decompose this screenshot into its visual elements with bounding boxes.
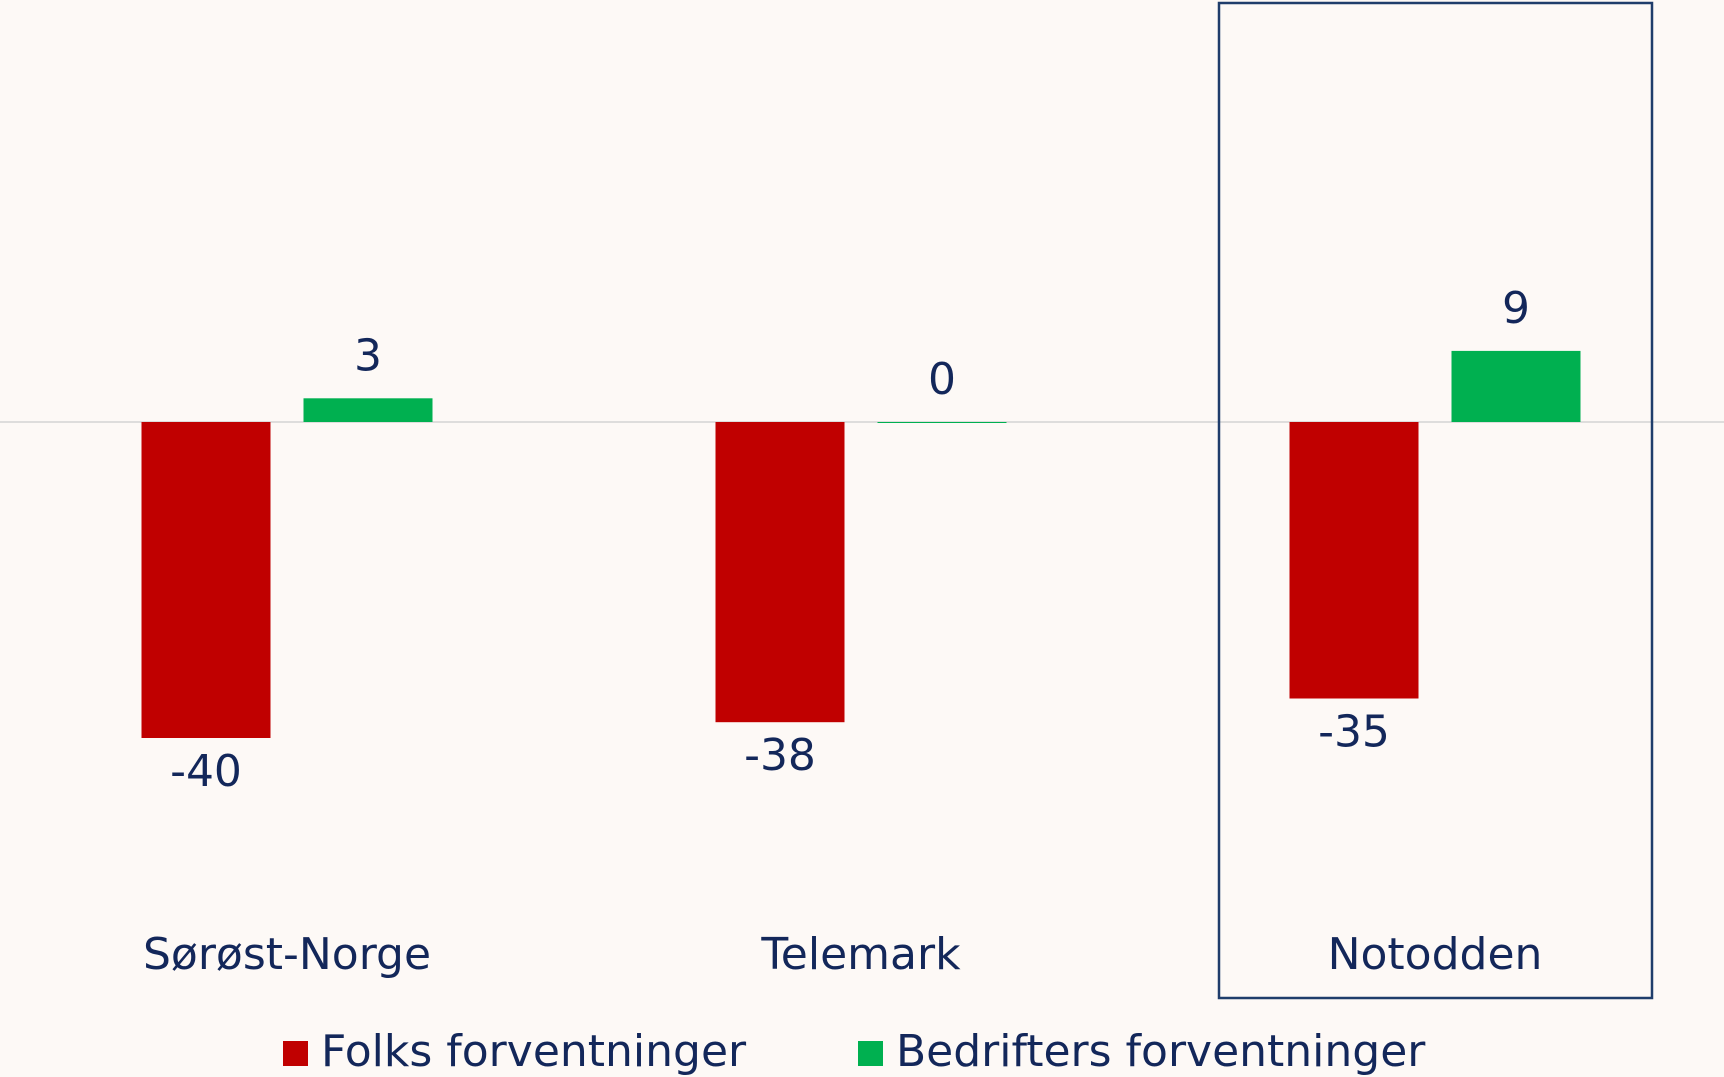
x-tick-label: Telemark [760,929,961,980]
value-label: -35 [1318,707,1390,758]
x-tick-label: Notodden [1328,929,1543,980]
x-tick-label: Sørøst-Norge [143,929,431,980]
bar [877,422,1007,423]
value-label: -40 [170,746,242,797]
legend-label: Bedrifters forventninger [896,1026,1426,1077]
value-label: 0 [928,354,956,405]
bar [715,422,845,723]
legend-swatch [283,1041,308,1066]
value-label: 9 [1502,283,1530,334]
bar [141,422,271,738]
bar [1289,422,1419,699]
bar [303,398,433,422]
highlight-box [1217,1,1654,1000]
legend-swatch [858,1041,883,1066]
legend-label: Folks forventninger [321,1026,747,1077]
bar [1451,350,1581,422]
value-label: -38 [744,730,816,781]
value-label: 3 [354,330,382,381]
